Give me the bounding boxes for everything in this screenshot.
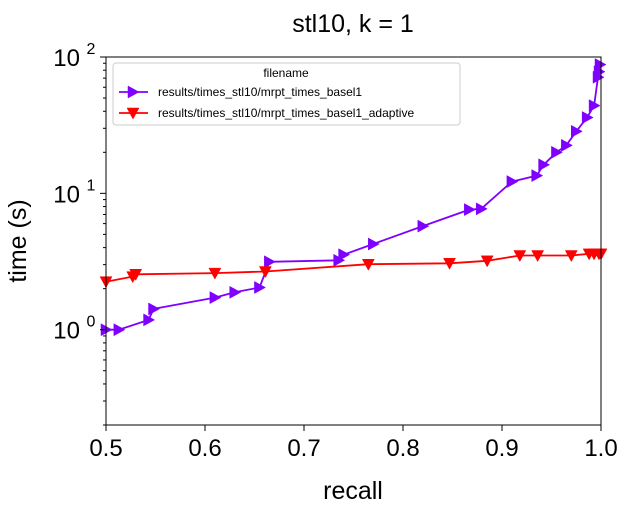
data-point xyxy=(564,250,578,263)
data-point xyxy=(361,258,375,271)
legend-entry-label: results/times_stl10/mrpt_times_basel1 xyxy=(158,85,362,99)
x-axis: 0.5 0.6 0.7 0.8 0.9 1.0 xyxy=(89,425,618,462)
series-layer xyxy=(99,58,608,337)
data-point xyxy=(143,313,156,327)
data-point xyxy=(264,255,276,269)
series-line xyxy=(105,252,601,283)
legend: filename results/times_stl10/mrpt_times_… xyxy=(112,62,461,126)
data-point xyxy=(417,219,430,233)
y-tick-exponent: 1 xyxy=(87,177,96,194)
data-point xyxy=(229,285,242,299)
data-point xyxy=(506,175,519,188)
data-point xyxy=(368,237,380,251)
y-axis: 10 0 10 1 10 2 xyxy=(53,41,106,426)
y-tick-label: 10 xyxy=(53,181,80,208)
legend-marker xyxy=(127,85,140,99)
data-point xyxy=(443,258,456,270)
data-point xyxy=(480,255,494,268)
data-point xyxy=(129,269,143,281)
legend-marker xyxy=(126,107,140,120)
data-point xyxy=(513,250,527,263)
data-point xyxy=(551,145,563,159)
y-tick-exponent: 0 xyxy=(87,314,96,331)
data-point xyxy=(531,250,545,263)
x-axis-label: recall xyxy=(323,477,383,505)
y-tick-label: 10 xyxy=(53,318,80,345)
data-point xyxy=(561,138,573,152)
data-point xyxy=(475,202,488,216)
data-point xyxy=(338,248,351,262)
data-point xyxy=(113,323,126,337)
data-point xyxy=(258,266,272,279)
legend-title: filename xyxy=(263,66,309,80)
x-tick-label: 1.0 xyxy=(584,435,617,462)
data-point xyxy=(464,203,476,217)
data-point xyxy=(538,158,551,172)
chart-title: stl10, k = 1 xyxy=(292,10,414,38)
legend-box xyxy=(112,62,461,126)
x-tick-label: 0.5 xyxy=(89,435,122,462)
data-point xyxy=(148,302,161,316)
data-point xyxy=(581,111,594,124)
x-tick-label: 0.6 xyxy=(188,435,221,462)
data-point xyxy=(209,291,222,305)
x-tick-label: 0.9 xyxy=(485,435,518,462)
series-1 xyxy=(99,248,608,289)
data-point xyxy=(254,281,266,294)
series-0 xyxy=(100,58,607,337)
data-point xyxy=(571,124,583,138)
data-point xyxy=(588,99,601,113)
y-tick-label: 10 xyxy=(53,45,80,72)
y-tick-exponent: 2 xyxy=(87,41,96,58)
x-tick-label: 0.7 xyxy=(287,435,320,462)
data-point xyxy=(531,169,544,182)
x-tick-label: 0.8 xyxy=(386,435,419,462)
legend-entry-label: results/times_stl10/mrpt_times_basel1_ad… xyxy=(158,106,414,120)
plot-frame xyxy=(105,56,602,426)
y-axis-label: time (s) xyxy=(4,199,32,282)
data-point xyxy=(208,267,222,280)
